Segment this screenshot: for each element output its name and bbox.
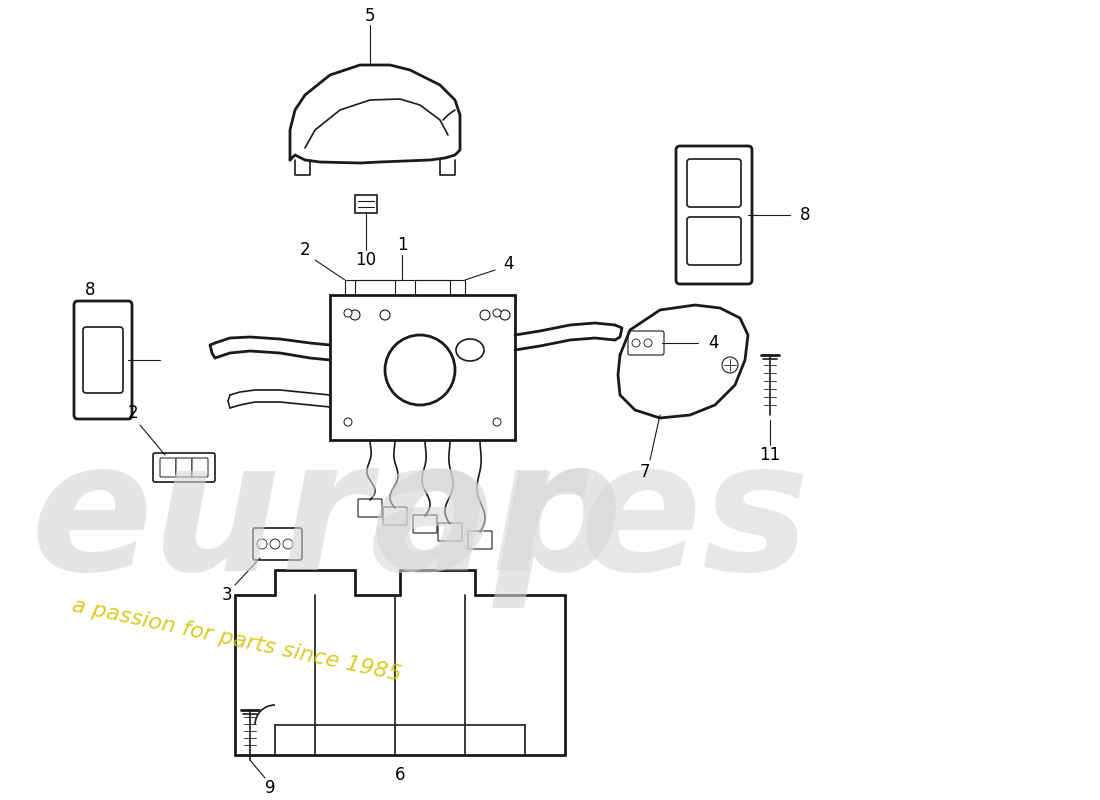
Ellipse shape [456, 339, 484, 361]
Circle shape [493, 309, 500, 317]
FancyBboxPatch shape [358, 499, 382, 517]
FancyBboxPatch shape [383, 507, 407, 525]
Text: 8: 8 [85, 281, 96, 299]
Text: 8: 8 [800, 206, 811, 224]
Circle shape [257, 539, 267, 549]
FancyBboxPatch shape [628, 331, 664, 355]
Text: 4: 4 [708, 334, 718, 352]
Text: 1: 1 [397, 236, 407, 254]
Circle shape [385, 335, 455, 405]
Circle shape [480, 310, 490, 320]
Text: 6: 6 [395, 766, 405, 784]
FancyBboxPatch shape [688, 217, 741, 265]
FancyBboxPatch shape [412, 515, 437, 533]
Circle shape [283, 539, 293, 549]
FancyBboxPatch shape [160, 458, 176, 477]
Text: europ: europ [30, 432, 623, 608]
Text: 10: 10 [355, 251, 376, 269]
Text: 3: 3 [222, 586, 232, 604]
Text: 7: 7 [640, 463, 650, 481]
Circle shape [644, 339, 652, 347]
FancyBboxPatch shape [330, 295, 515, 440]
Circle shape [270, 539, 280, 549]
FancyBboxPatch shape [253, 528, 302, 560]
FancyBboxPatch shape [82, 327, 123, 393]
FancyBboxPatch shape [192, 458, 208, 477]
FancyBboxPatch shape [355, 195, 377, 213]
FancyBboxPatch shape [688, 159, 741, 207]
Circle shape [493, 418, 500, 426]
FancyBboxPatch shape [74, 301, 132, 419]
Circle shape [344, 309, 352, 317]
Circle shape [350, 310, 360, 320]
Circle shape [722, 357, 738, 373]
FancyBboxPatch shape [176, 458, 192, 477]
Circle shape [344, 418, 352, 426]
Circle shape [632, 339, 640, 347]
Text: 9: 9 [265, 779, 275, 797]
FancyBboxPatch shape [153, 453, 214, 482]
FancyBboxPatch shape [468, 531, 492, 549]
Text: 11: 11 [759, 446, 781, 464]
Circle shape [500, 310, 510, 320]
FancyBboxPatch shape [438, 523, 462, 541]
Text: a passion for parts since 1985: a passion for parts since 1985 [70, 595, 404, 685]
Text: ares: ares [370, 432, 811, 608]
Text: 2: 2 [128, 404, 139, 422]
Text: 4: 4 [503, 255, 514, 273]
Text: 5: 5 [365, 7, 375, 25]
FancyBboxPatch shape [676, 146, 752, 284]
Text: 2: 2 [299, 241, 310, 259]
Circle shape [379, 310, 390, 320]
